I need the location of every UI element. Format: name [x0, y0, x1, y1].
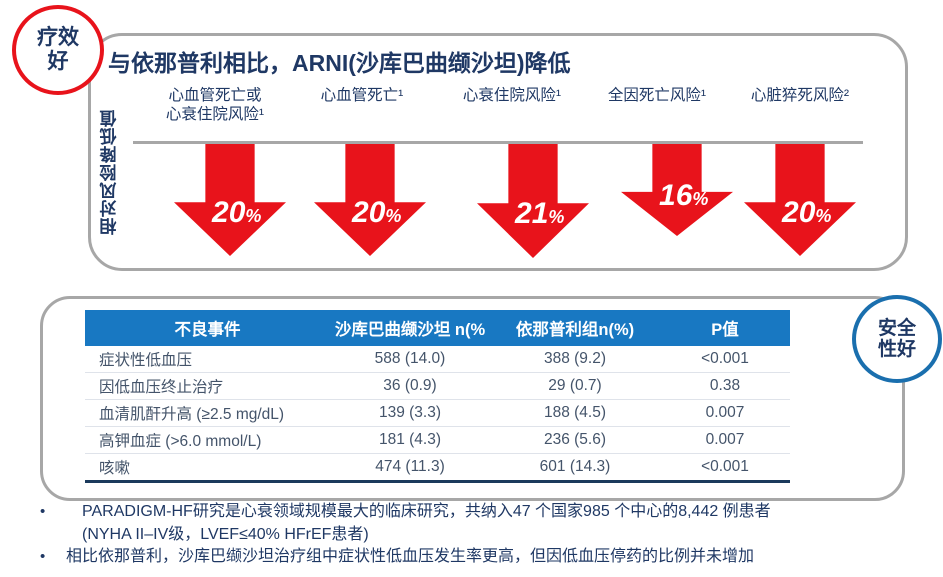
table-row: 因低血压终止治疗 36 (0.9) 29 (0.7) 0.38	[85, 373, 790, 400]
percent-sign: %	[245, 205, 262, 226]
col-header-arni: 沙库巴曲缬沙坦 n(%	[334, 321, 486, 339]
cell-event: 血清肌酐升高 (≥2.5 mg/dL)	[99, 406, 285, 423]
cell-event: 咳嗽	[99, 460, 131, 477]
cell-arni: 474 (11.3)	[375, 458, 445, 475]
efficacy-badge: 疗效 好	[12, 5, 104, 95]
cell-enalapril: 29 (0.7)	[548, 377, 602, 394]
footnote-bullets: • PARADIGM-HF研究是心衰领域规模最大的临床研究，共纳入47 个国家9…	[30, 501, 930, 569]
safety-badge-label: 安全 性好	[877, 317, 916, 360]
cell-enalapril: 388 (9.2)	[543, 350, 607, 367]
bullet-dot: •	[40, 503, 46, 520]
arrow-header-cv-death-or-hf-hosp: 心血管死亡或 心衰住院风险¹	[165, 87, 265, 124]
arrow-header-sudden-cardiac-death: 心脏猝死风险²	[750, 87, 850, 104]
cell-p: <0.001	[701, 350, 749, 367]
arrow-percent-label: 20%	[321, 195, 426, 229]
percent-sign: %	[385, 205, 402, 226]
cell-arni: 139 (3.3)	[378, 404, 442, 421]
col-header-adverse-event: 不良事件	[174, 321, 241, 339]
table-row: 高钾血症 (>6.0 mmol/L) 181 (4.3) 236 (5.6) 0…	[85, 427, 790, 454]
cell-enalapril: 236 (5.6)	[543, 431, 607, 448]
bullet-item: • 相比依那普利，沙库巴缬沙坦治疗组中症状性低血压发生率更高，但因低血压停药的比…	[30, 546, 930, 569]
bullet-text-hypotension: 相比依那普利，沙库巴缬沙坦治疗组中症状性低血压发生率更高，但因低血压停药的比例并…	[66, 548, 755, 566]
bullet-text-paradigm: PARADIGM-HF研究是心衰领域规模最大的临床研究，共纳入47 个国家985…	[82, 503, 771, 543]
arrow-header-all-cause-death: 全因死亡风险¹	[607, 87, 707, 104]
arrow-header-cv-death: 心血管死亡¹	[320, 87, 404, 104]
cell-enalapril: 601 (14.3)	[539, 458, 611, 475]
percent-sign: %	[815, 205, 832, 226]
arrow-percent-value: 20	[352, 195, 386, 229]
efficacy-badge-label: 疗效 好	[37, 26, 79, 73]
table-row: 血清肌酐升高 (≥2.5 mg/dL) 139 (3.3) 188 (4.5) …	[85, 400, 790, 427]
cell-arni: 181 (4.3)	[378, 431, 442, 448]
arrow-percent-label: 21%	[484, 196, 589, 230]
arrow-baseline	[133, 141, 863, 144]
safety-badge: 安全 性好	[852, 295, 942, 383]
arrow-percent-label: 20%	[181, 195, 286, 229]
cell-p: <0.001	[701, 458, 749, 475]
table-row: 咳嗽 474 (11.3) 601 (14.3) <0.001	[85, 454, 790, 480]
arrow-percent-value: 21	[515, 196, 549, 230]
slide-title: 与依那普利相比，ARNI(沙库巴曲缬沙坦)降低	[108, 50, 571, 76]
bullet-item: • PARADIGM-HF研究是心衰领域规模最大的临床研究，共纳入47 个国家9…	[30, 501, 930, 546]
col-header-p-value: P值	[711, 321, 739, 339]
cell-arni: 588 (14.0)	[374, 350, 446, 367]
arrow-percent-label: 20%	[751, 195, 856, 229]
table-header-row: 不良事件 沙库巴曲缬沙坦 n(% 依那普利组n(%) P值	[85, 310, 790, 346]
arrow-header-hf-hosp-risk: 心衰住院风险¹	[462, 87, 562, 104]
y-axis-label: 相对风险降低值	[100, 109, 120, 235]
arrow-percent-value: 20	[782, 195, 816, 229]
bullet-dot: •	[40, 548, 46, 566]
cell-enalapril: 188 (4.5)	[543, 404, 607, 421]
col-header-enalapril: 依那普利组n(%)	[515, 321, 635, 339]
cell-p: 0.007	[705, 431, 745, 448]
arrow-percent-value: 16	[659, 178, 693, 212]
arrow-percent-label: 16%	[628, 178, 733, 212]
cell-event: 症状性低血压	[99, 352, 193, 369]
percent-sign: %	[548, 206, 565, 227]
cell-p: 0.38	[709, 377, 741, 394]
adverse-events-table: 不良事件 沙库巴曲缬沙坦 n(% 依那普利组n(%) P值 症状性低血压 588…	[85, 310, 790, 483]
percent-sign: %	[692, 188, 709, 209]
cell-event: 高钾血症 (>6.0 mmol/L)	[99, 433, 262, 450]
cell-event: 因低血压终止治疗	[99, 379, 224, 396]
cell-arni: 36 (0.9)	[383, 377, 437, 394]
table-row: 症状性低血压 588 (14.0) 388 (9.2) <0.001	[85, 346, 790, 373]
arrow-percent-value: 20	[212, 195, 246, 229]
cell-p: 0.007	[705, 404, 745, 421]
